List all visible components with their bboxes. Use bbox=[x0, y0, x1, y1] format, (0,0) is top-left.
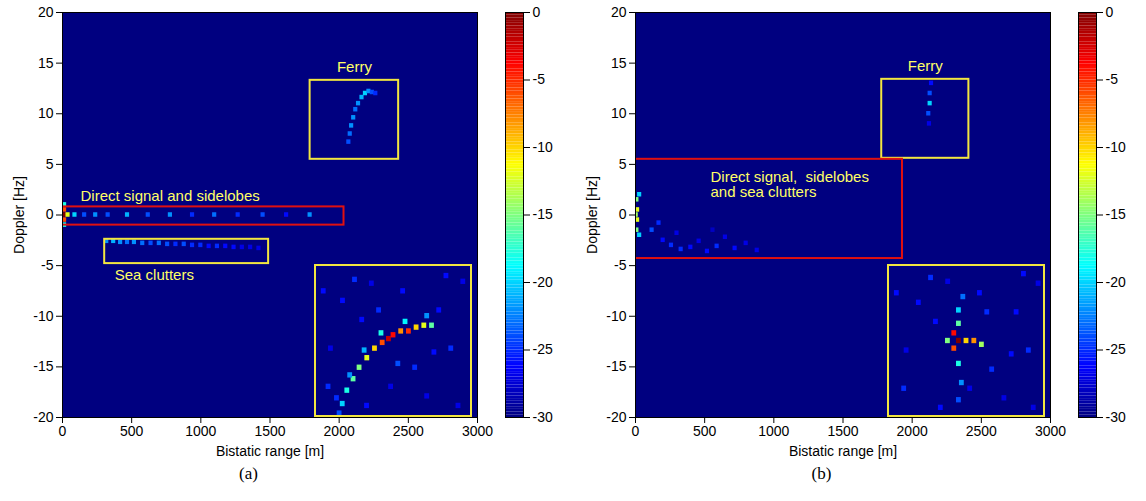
svg-text:0: 0 bbox=[1106, 4, 1114, 20]
svg-text:Sea clutters: Sea clutters bbox=[115, 266, 194, 283]
svg-text:-30: -30 bbox=[533, 409, 553, 425]
svg-text:5: 5 bbox=[46, 156, 54, 172]
svg-text:-20: -20 bbox=[1106, 274, 1126, 290]
svg-text:-20: -20 bbox=[33, 409, 53, 425]
svg-text:-15: -15 bbox=[1106, 206, 1126, 222]
svg-text:-5: -5 bbox=[1106, 71, 1119, 87]
svg-text:15: 15 bbox=[38, 55, 54, 71]
svg-text:-15: -15 bbox=[33, 358, 53, 374]
svg-text:-20: -20 bbox=[606, 409, 626, 425]
svg-text:-20: -20 bbox=[533, 274, 553, 290]
svg-text:2000: 2000 bbox=[324, 423, 355, 439]
svg-text:-30: -30 bbox=[1106, 409, 1126, 425]
svg-text:0: 0 bbox=[59, 423, 67, 439]
svg-text:Doppler [Hz]: Doppler [Hz] bbox=[584, 176, 600, 254]
svg-text:1500: 1500 bbox=[254, 423, 285, 439]
svg-text:500: 500 bbox=[693, 423, 717, 439]
svg-text:-5: -5 bbox=[41, 257, 54, 273]
svg-text:15: 15 bbox=[611, 55, 627, 71]
svg-text:10: 10 bbox=[611, 105, 627, 121]
svg-text:-5: -5 bbox=[533, 71, 546, 87]
svg-text:-10: -10 bbox=[1106, 139, 1126, 155]
svg-text:5: 5 bbox=[619, 156, 627, 172]
svg-text:2500: 2500 bbox=[966, 423, 997, 439]
svg-text:-10: -10 bbox=[33, 308, 53, 324]
svg-text:-5: -5 bbox=[614, 257, 627, 273]
svg-text:3000: 3000 bbox=[462, 423, 493, 439]
svg-text:Bistatic range [m]: Bistatic range [m] bbox=[789, 443, 897, 459]
svg-text:-15: -15 bbox=[533, 206, 553, 222]
svg-text:0: 0 bbox=[632, 423, 640, 439]
html-text:(b): (b) bbox=[811, 464, 832, 483]
svg-text:-10: -10 bbox=[606, 308, 626, 324]
svg-text:10: 10 bbox=[38, 105, 54, 121]
svg-text:Ferry: Ferry bbox=[908, 57, 943, 74]
svg-text:2000: 2000 bbox=[897, 423, 928, 439]
svg-text:0: 0 bbox=[533, 4, 541, 20]
svg-text:-25: -25 bbox=[1106, 341, 1126, 357]
svg-text:2500: 2500 bbox=[393, 423, 424, 439]
svg-text:Direct signal, sidelobesand s: Direct signal, sidelobesand sea clutters bbox=[711, 168, 869, 200]
html-text:(a): (a) bbox=[239, 464, 258, 483]
svg-text:Bistatic range [m]: Bistatic range [m] bbox=[216, 443, 324, 459]
svg-text:1000: 1000 bbox=[758, 423, 789, 439]
svg-text:Direct signal and sidelobes: Direct signal and sidelobes bbox=[81, 187, 260, 204]
svg-text:1500: 1500 bbox=[827, 423, 858, 439]
svg-text:20: 20 bbox=[38, 4, 54, 20]
svg-text:0: 0 bbox=[46, 206, 54, 222]
svg-text:1000: 1000 bbox=[185, 423, 216, 439]
svg-text:0: 0 bbox=[619, 206, 627, 222]
svg-text:Ferry: Ferry bbox=[337, 58, 372, 75]
svg-text:-10: -10 bbox=[533, 139, 553, 155]
svg-text:3000: 3000 bbox=[1035, 423, 1066, 439]
svg-text:Doppler [Hz]: Doppler [Hz] bbox=[11, 176, 27, 254]
svg-text:-15: -15 bbox=[606, 358, 626, 374]
svg-text:500: 500 bbox=[120, 423, 144, 439]
svg-text:-25: -25 bbox=[533, 341, 553, 357]
svg-text:20: 20 bbox=[611, 4, 627, 20]
